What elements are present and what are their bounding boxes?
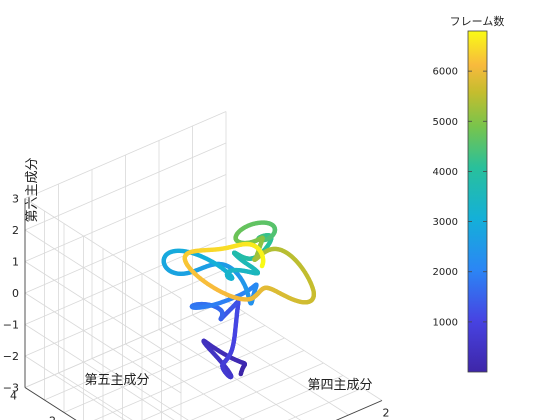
grid-line	[24, 355, 126, 420]
z-tick-label: −2	[3, 350, 19, 363]
grid-line	[24, 174, 227, 262]
colorbar-tick-label: 5000	[433, 117, 458, 128]
grid-line	[24, 142, 227, 231]
y-tick-label: 4	[10, 390, 17, 403]
grid-line	[63, 325, 266, 413]
data-point	[259, 263, 265, 269]
z-tick-label: 1	[12, 256, 19, 269]
grid-line	[24, 261, 182, 362]
colorbar: フレーム数 1000 2000 3000 4000 5000 6000	[433, 15, 505, 373]
grid-line	[190, 362, 324, 420]
grid-line	[24, 300, 227, 388]
grid-line	[24, 111, 227, 199]
y-tick-label: 2	[49, 415, 56, 420]
x-axis-line	[335, 400, 383, 420]
y-axis-label: 第五主成分	[84, 373, 149, 388]
colorbar-tick-label: 3000	[433, 217, 458, 228]
colorbar-ticks: 1000 2000 3000 4000 5000 6000	[433, 67, 487, 328]
colorbar-tick-label: 4000	[433, 167, 458, 178]
grid-line	[287, 387, 363, 420]
y-axis-line	[24, 387, 77, 420]
grid-line	[94, 337, 285, 420]
grid-line	[58, 372, 133, 420]
grid-line	[24, 205, 227, 294]
axes-grid	[24, 111, 383, 420]
grid-line	[142, 350, 305, 420]
colorbar-gradient	[467, 30, 488, 373]
x-tick-label: 2	[383, 407, 390, 420]
z-axis-label: 第六主成分	[25, 157, 40, 222]
grid-line	[44, 312, 246, 401]
colorbar-title: フレーム数	[450, 15, 505, 28]
z-tick-label: −1	[3, 319, 19, 332]
colorbar-tick-label: 2000	[433, 267, 458, 278]
grid-line	[24, 292, 182, 394]
grid-line	[24, 198, 182, 299]
z-tick-label: 2	[12, 224, 19, 237]
colorbar-tick-label: 1000	[433, 317, 458, 328]
z-tick-label: 3	[12, 193, 19, 206]
grid-line	[24, 268, 227, 357]
z-tick-label: 0	[12, 287, 19, 300]
grid-line	[24, 229, 182, 331]
grid-line	[239, 375, 344, 420]
scatter-points	[161, 220, 317, 380]
grid-line	[335, 400, 383, 420]
axes-frame	[24, 198, 383, 420]
colorbar-tick-label: 6000	[433, 67, 458, 78]
x-axis-label: 第四主成分	[307, 378, 372, 393]
z-tick-label: −3	[3, 382, 19, 395]
